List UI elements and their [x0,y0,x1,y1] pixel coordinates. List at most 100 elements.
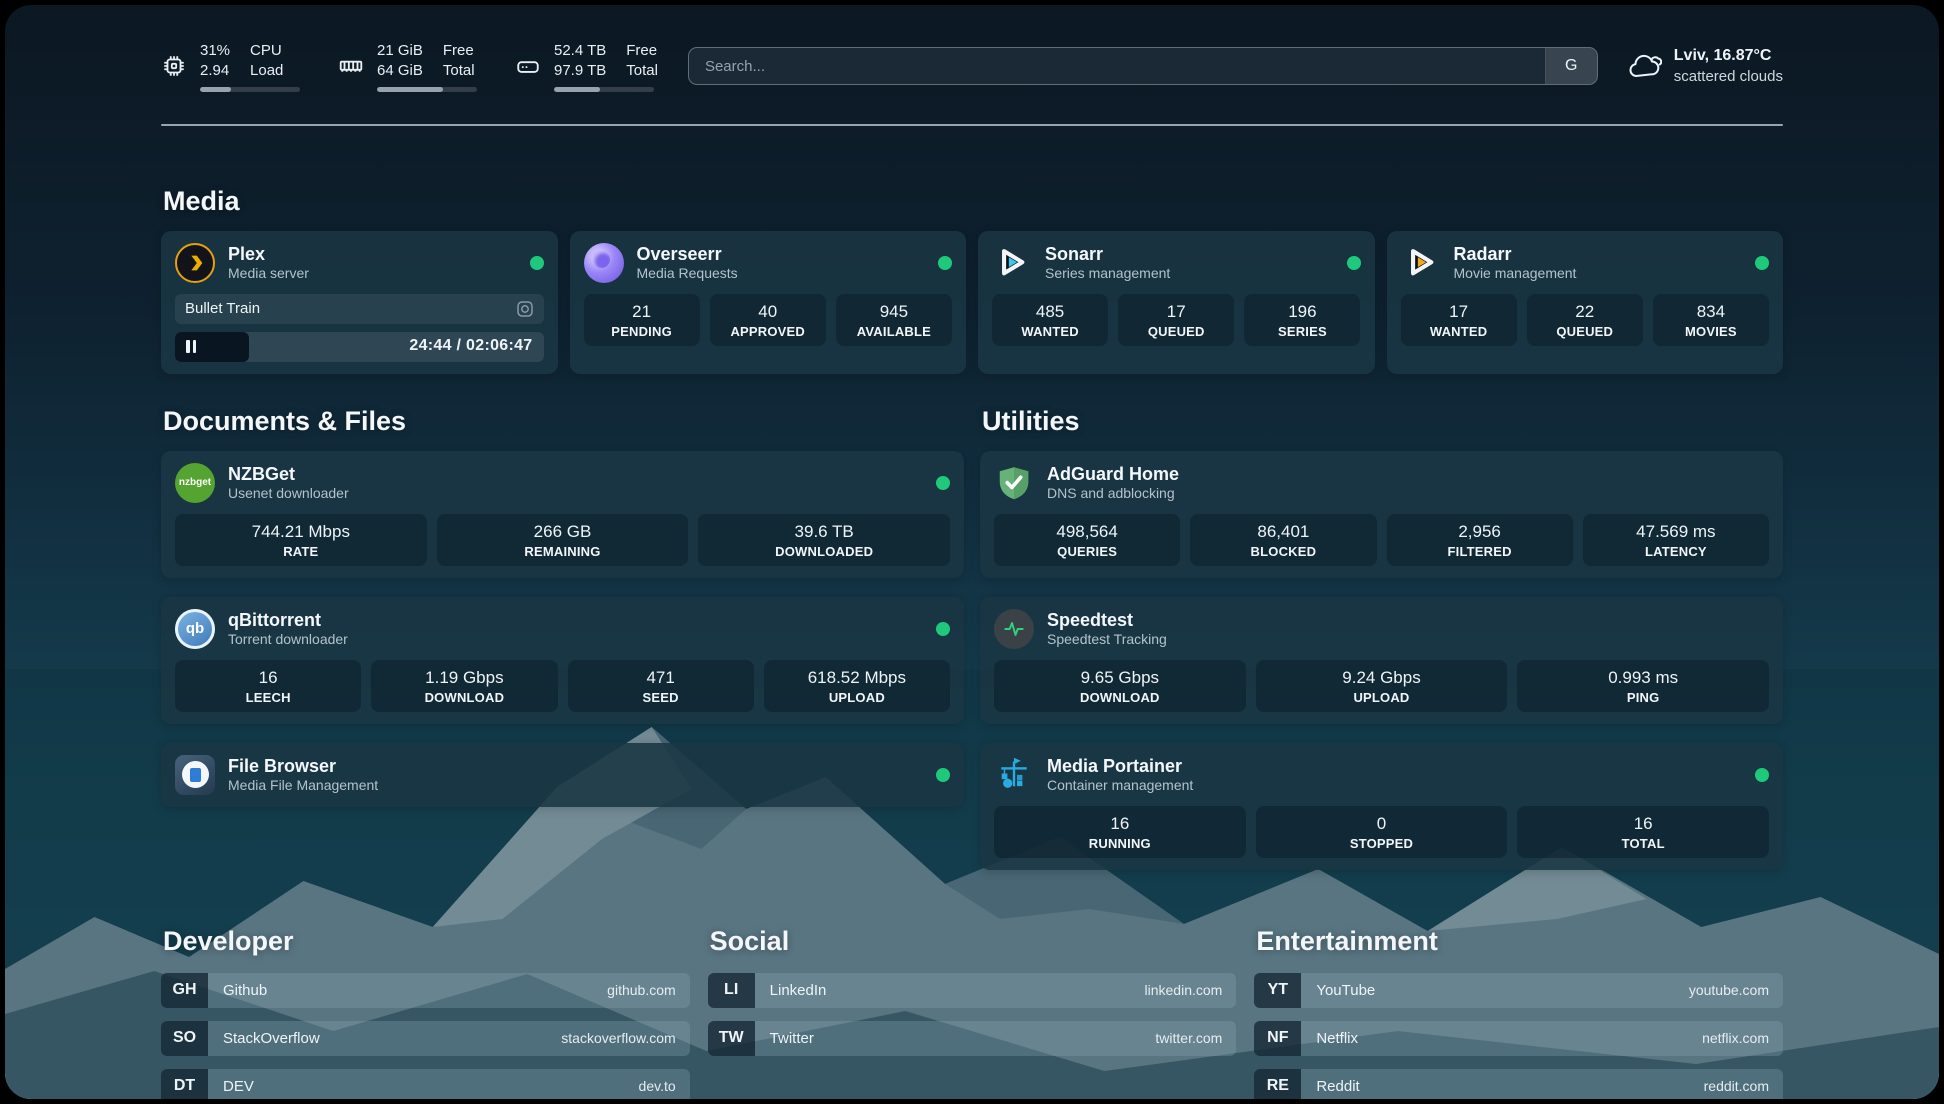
section-title-utilities: Utilities [982,405,1080,436]
stat-tile: 16 TOTAL [1517,805,1769,858]
card-overseerr[interactable]: Overseerr Media Requests 21 PENDING 40 APP… [569,230,966,374]
stat-tile: 485 WANTED [992,293,1109,346]
cpu-load-avg: 2.94 [200,62,230,80]
stat-tile: 86,401 BLOCKED [1190,513,1377,566]
stat-tile: 1.19 Gbps DOWNLOAD [371,659,558,712]
ram-label-2: Total [442,62,475,80]
section-title-media: Media [163,185,240,216]
bookmark-dev[interactable]: DT DEV dev.to [161,1068,690,1099]
app-name: Media Portainer [1047,755,1183,776]
app-name: Overseerr [636,243,722,264]
stat-tile: 498,564 QUERIES [994,513,1181,566]
dashboard-screen: 31% 2.94 CPU Load [5,5,1939,1099]
search-engine-button[interactable]: G [1544,48,1597,85]
cloud-icon [1629,55,1662,78]
stat-tile: 196 SERIES [1244,293,1361,346]
app-name: qBittorrent [228,609,321,630]
app-name: Radarr [1453,243,1512,264]
overseerr-icon [583,242,624,283]
section-title-entertainment: Entertainment [1256,925,1438,956]
app-name: Sonarr [1045,243,1104,264]
section-media: Media Plex Media server [161,186,1783,374]
disk-stat: 52.4 TB 97.9 TB Free Total [515,41,658,92]
sonarr-icon [992,243,1032,283]
mountain-background [5,669,1939,1099]
cpu-label-2: Load [250,62,284,80]
status-dot [936,621,950,636]
header-divider [161,123,1783,126]
card-nzbget[interactable]: nzbget NZBGet Usenet downloader 744.21 M… [161,450,964,578]
bookmark-reddit[interactable]: RE Reddit reddit.com [1254,1068,1783,1099]
ram-free: 21 GiB [377,42,423,59]
stat-tile: 17 QUEUED [1118,293,1235,346]
card-adguard[interactable]: AdGuard Home DNS and adblocking 498,564 Q… [980,450,1783,578]
filebrowser-icon [175,754,215,795]
app-description: Usenet downloader [228,485,349,501]
status-dot [936,475,950,490]
cpu-progress-bar [200,86,300,92]
ram-progress-bar [377,86,477,92]
speedtest-icon [994,608,1034,649]
section-documents: Documents & Files nzbget NZBGet Usenet d… [161,406,964,870]
bookmark-github[interactable]: GH Github github.com [161,972,690,1008]
bookmark-twitter[interactable]: TW Twitter twitter.com [707,1020,1237,1056]
card-qbittorrent[interactable]: qb qBittorrent Torrent downloader 16 LEEC… [161,596,964,724]
app-description: DNS and adblocking [1047,485,1175,501]
card-filebrowser[interactable]: File Browser Media File Management [161,742,964,807]
stat-tile: 744.21 Mbps RATE [175,513,427,566]
now-playing-row[interactable]: Bullet Train [175,293,544,324]
card-sonarr[interactable]: Sonarr Series management 485 WANTED 17 QUE… [978,230,1375,374]
status-dot [1755,767,1769,782]
weather-location-temp: Lviv, 16.87°C [1673,47,1772,65]
card-speedtest[interactable]: Speedtest Speedtest Tracking 9.65 Gbps DO… [980,596,1783,724]
app-description: Movie management [1453,265,1577,281]
stat-tile: 266 GB REMAINING [436,513,689,566]
stat-tile: 17 WANTED [1400,293,1517,346]
app-name: NZBGet [228,463,295,484]
cpu-stat: 31% 2.94 CPU Load [161,41,300,92]
bookmark-group-social: Social LI LinkedIn linkedin.com TW Twitt… [707,926,1237,1100]
stat-tile: 22 QUEUED [1526,293,1643,346]
app-description: Media server [228,265,309,281]
playback-progress-bar[interactable]: 24:44 / 02:06:47 [175,331,544,362]
stat-tile: 9.24 Gbps UPLOAD [1255,659,1508,712]
disk-label-2: Total [626,62,658,80]
top-bar: 31% 2.94 CPU Load [161,5,1783,92]
card-portainer[interactable]: Media Portainer Container management 16 R… [980,742,1783,870]
app-description: Container management [1047,777,1194,793]
stat-tile: 618.52 Mbps UPLOAD [763,659,950,712]
system-stats: 31% 2.94 CPU Load [161,41,658,92]
cpu-label-1: CPU [250,42,282,59]
stat-tile: 945 AVAILABLE [835,293,952,346]
status-dot [1755,255,1769,270]
stat-tile: 40 APPROVED [709,293,826,346]
search-input[interactable] [688,48,1545,85]
bookmark-linkedin[interactable]: LI LinkedIn linkedin.com [707,972,1237,1008]
disk-total: 97.9 TB [554,62,607,80]
section-title-developer: Developer [163,925,294,956]
bookmark-youtube[interactable]: YT YouTube youtube.com [1254,972,1783,1008]
app-name: Plex [228,243,266,264]
stat-tile: 0.993 ms PING [1517,659,1769,712]
bookmark-stackoverflow[interactable]: SO StackOverflow stackoverflow.com [161,1020,690,1056]
ram-icon [339,60,363,72]
disk-icon [517,61,539,74]
bookmark-group-developer: Developer GH Github github.com SO StackO… [161,925,690,1099]
cpu-icon [164,56,184,76]
pause-icon [186,339,196,353]
card-radarr[interactable]: Radarr Movie management 17 WANTED 22 QUEUE… [1386,230,1783,374]
status-dot [936,767,950,782]
stat-tile: 16 RUNNING [994,805,1246,858]
ram-total: 64 GiB [377,62,423,80]
stat-tile: 0 STOPPED [1255,805,1508,858]
now-playing-title: Bullet Train [185,300,261,317]
card-plex[interactable]: Plex Media server Bullet Train [161,230,558,374]
ram-label-1: Free [442,42,474,59]
nzbget-icon: nzbget [175,462,215,503]
stat-tile: 834 MOVIES [1652,293,1769,346]
section-title-documents: Documents & Files [163,405,407,436]
section-utilities: Utilities [980,406,1783,870]
bookmark-netflix[interactable]: NF Netflix netflix.com [1254,1020,1783,1056]
weather-widget[interactable]: Lviv, 16.87°C scattered clouds [1628,46,1783,86]
status-dot [1346,255,1361,270]
